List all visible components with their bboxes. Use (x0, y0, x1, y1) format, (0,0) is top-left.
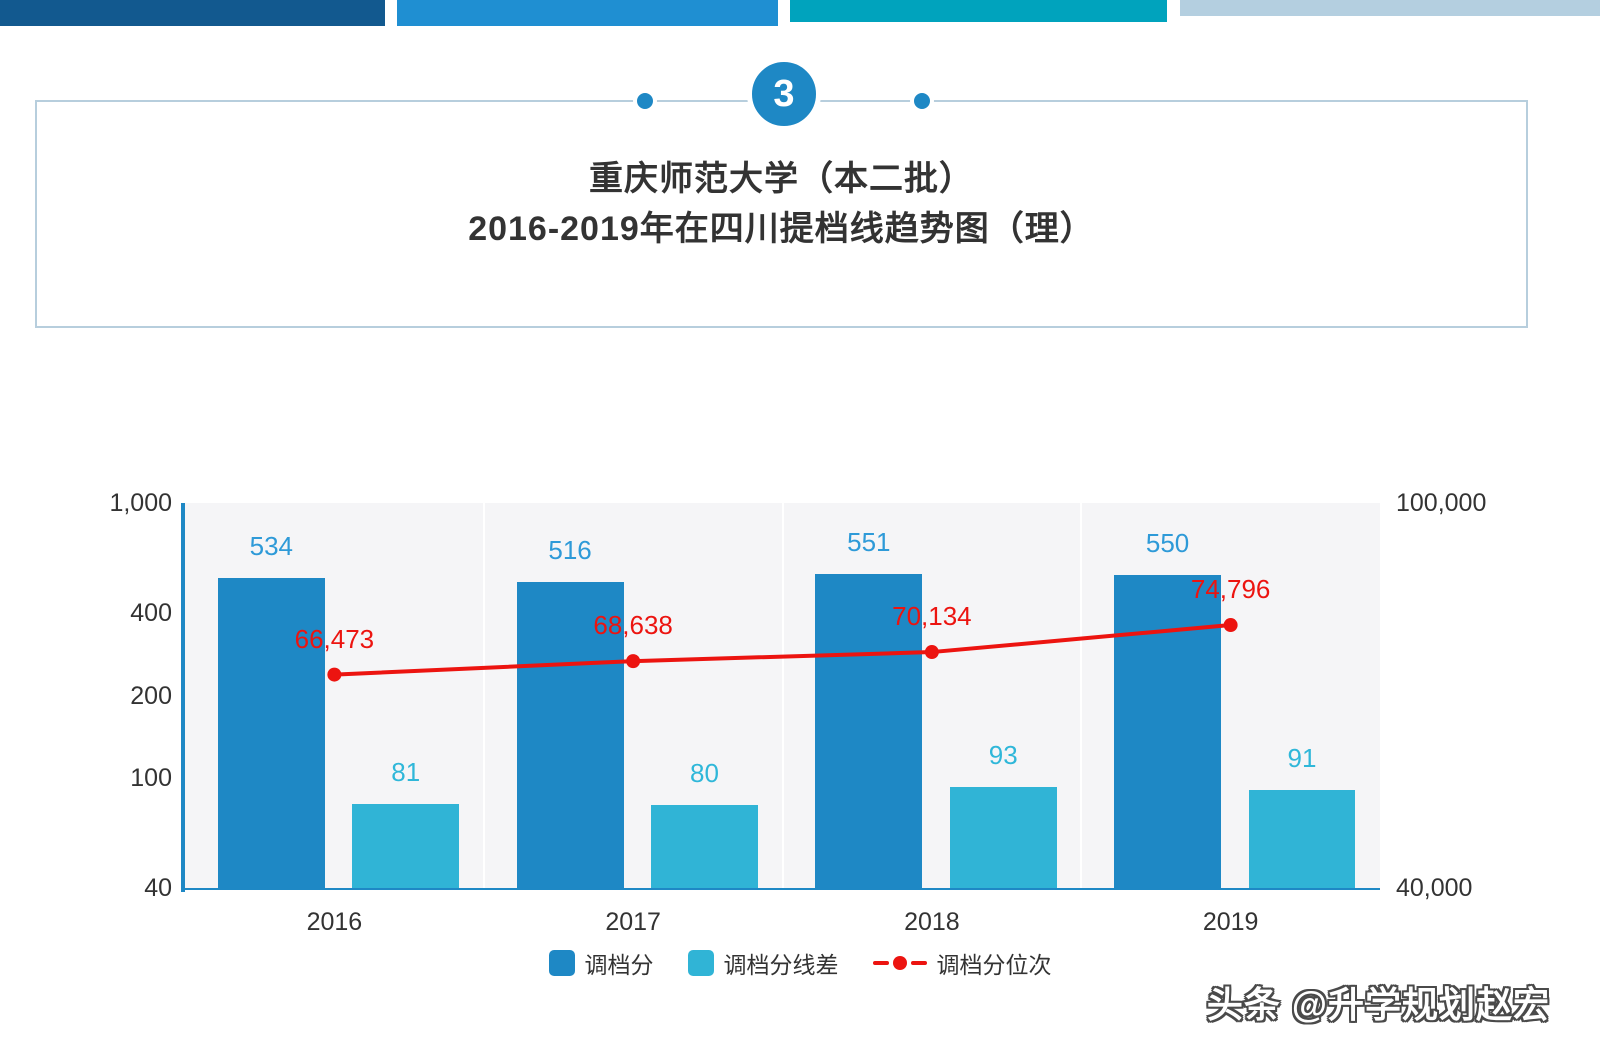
x-axis-label: 2017 (605, 908, 661, 936)
decorative-top-bar (0, 0, 1600, 28)
bar-value-label-admission-score: 551 (847, 527, 891, 558)
top-bar-segment-1 (0, 0, 385, 26)
rank-line-point (327, 667, 342, 682)
bar-value-label-score-margin: 80 (690, 758, 719, 789)
legend-dot (892, 956, 907, 970)
legend: 调档分 调档分线差 调档分位次 (0, 946, 1600, 980)
x-axis-label: 2016 (306, 908, 363, 936)
bar-value-label-score-margin: 91 (1287, 742, 1317, 773)
line-value-label-score-rank: 68,638 (593, 610, 673, 641)
legend-label: 调档分 (584, 952, 654, 978)
top-bar-segment-4 (1180, 0, 1600, 16)
watermark: 头条 @升学规划赵宏 (1206, 984, 1550, 1025)
rank-line-point (1223, 618, 1238, 633)
bar-value-label-admission-score: 550 (1145, 527, 1190, 558)
left-axis-tick: 40 (144, 874, 172, 902)
legend-item-2: 调档分位次 (872, 946, 1052, 980)
plot-gridline (482, 503, 485, 888)
left-axis-tick: 1,000 (109, 489, 172, 517)
bar-score-margin (1248, 789, 1356, 888)
decorative-dot-right (910, 89, 934, 113)
bar-value-label-admission-score: 516 (548, 535, 592, 566)
legend-label: 调档分线差 (723, 952, 839, 978)
plot-gridline (1080, 503, 1083, 888)
legend-dash (910, 961, 927, 965)
section-number-badge: 3 (747, 57, 821, 131)
right-axis-tick: 40,000 (1396, 874, 1473, 902)
left-axis-line (181, 503, 185, 892)
top-bar-segment-3 (790, 0, 1167, 22)
line-value-label-score-rank: 70,134 (892, 601, 972, 632)
bar-score-margin (949, 787, 1057, 888)
rank-line-point (626, 654, 641, 669)
x-axis-label: 2019 (1202, 908, 1259, 936)
left-axis-tick: 400 (130, 598, 172, 627)
bar-admission-score (1114, 574, 1222, 888)
right-axis-tick: 100,000 (1396, 489, 1487, 517)
bar-value-label-admission-score: 534 (249, 531, 294, 562)
bar-admission-score (217, 578, 325, 888)
title-line-1: 重庆师范大学（本二批） (589, 160, 974, 198)
legend-line-icon (872, 956, 927, 970)
bottom-axis-line (181, 886, 1380, 890)
title-card: 重庆师范大学（本二批） 2016-2019年在四川提档线趋势图（理） (35, 100, 1528, 328)
line-value-label-score-rank: 74,796 (1190, 574, 1271, 605)
decorative-dot-left (633, 89, 657, 113)
bar-value-label-score-margin: 81 (391, 756, 421, 787)
legend-swatch-icon (548, 950, 575, 976)
legend-item-1: 调档分线差 (687, 946, 839, 980)
left-axis-tick: 200 (130, 681, 172, 710)
bar-value-label-score-margin: 93 (988, 740, 1018, 771)
x-axis-label: 2018 (904, 908, 960, 936)
legend-dash (872, 961, 889, 965)
plot-gridline (781, 503, 784, 888)
line-value-label-score-rank: 66,473 (294, 623, 375, 654)
plot-area: 534 516 551 550 81 80 93 91 66,473 68,638 70,134 74… (185, 503, 1380, 888)
top-bar-segment-2 (397, 0, 778, 26)
title-line-2: 2016-2019年在四川提档线趋势图（理） (468, 210, 1095, 248)
bar-score-margin (352, 803, 460, 888)
legend-item-0: 调档分 (548, 946, 654, 980)
legend-label: 调档分位次 (936, 952, 1052, 978)
left-axis-tick: 100 (130, 764, 172, 793)
legend-swatch-icon (687, 950, 714, 976)
rank-line-point (924, 645, 939, 660)
bar-score-margin (651, 805, 758, 888)
